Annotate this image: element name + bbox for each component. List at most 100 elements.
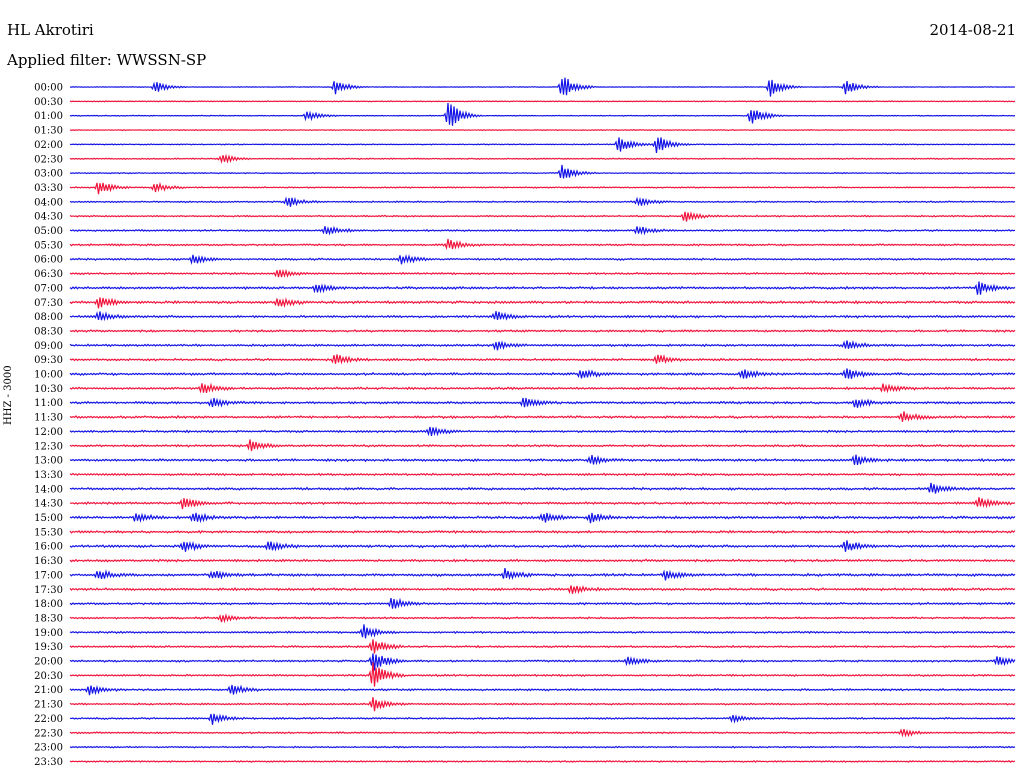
trace-line <box>69 397 1016 409</box>
row-time-label: 13:00 <box>34 456 63 467</box>
trace-line <box>69 567 1016 581</box>
trace-line <box>69 210 1016 222</box>
trace-line <box>69 662 1016 687</box>
trace-line <box>69 340 1016 351</box>
row-time-label: 19:00 <box>34 628 63 639</box>
trace-line <box>69 281 1016 295</box>
row-time-label: 18:00 <box>34 599 63 610</box>
trace-line <box>69 713 1016 725</box>
row-time-label: 11:00 <box>34 398 63 409</box>
row-time-label: 06:00 <box>34 255 63 266</box>
trace-line <box>69 311 1016 322</box>
trace-line <box>69 268 1016 278</box>
trace-line <box>69 597 1016 609</box>
trace-line <box>69 254 1016 266</box>
row-time-label: 01:00 <box>34 111 63 122</box>
trace-line <box>69 624 1016 639</box>
row-time-label: 21:00 <box>34 685 63 696</box>
trace-line <box>69 529 1016 535</box>
trace-line <box>69 512 1016 524</box>
row-time-label: 01:30 <box>34 126 63 137</box>
trace-line <box>69 411 1016 422</box>
trace-line <box>69 558 1016 563</box>
trace-line <box>69 639 1016 654</box>
row-time-label: 10:00 <box>34 370 63 381</box>
filter-label: Applied filter: WWSSN-SP <box>7 51 207 69</box>
trace-line <box>69 613 1016 624</box>
trace-line <box>69 196 1016 207</box>
row-time-label: 08:30 <box>34 326 63 337</box>
trace-line <box>69 382 1016 394</box>
row-time-label: 23:30 <box>34 757 63 768</box>
row-time-label: 14:00 <box>34 484 63 495</box>
trace-line <box>69 728 1016 738</box>
row-time-label: 17:00 <box>34 570 63 581</box>
row-time-label: 11:30 <box>34 413 63 424</box>
trace-line <box>69 297 1016 309</box>
trace-line <box>69 181 1016 195</box>
trace-line <box>69 137 1016 153</box>
row-time-label: 15:30 <box>34 527 63 538</box>
trace-line <box>69 439 1016 452</box>
row-time-label: 00:00 <box>34 83 63 94</box>
row-time-label: 23:00 <box>34 743 63 754</box>
trace-line <box>69 745 1016 749</box>
row-time-label: 16:30 <box>34 556 63 567</box>
row-time-label: 22:00 <box>34 714 63 725</box>
row-time-label: 07:00 <box>34 283 63 294</box>
trace-line <box>69 153 1016 164</box>
row-time-label: 07:30 <box>34 298 63 309</box>
trace-line <box>69 472 1016 477</box>
row-time-label: 09:30 <box>34 355 63 366</box>
trace-line <box>69 585 1016 595</box>
row-time-label: 13:30 <box>34 470 63 481</box>
trace-line <box>69 238 1016 251</box>
row-time-label: 17:30 <box>34 585 63 596</box>
trace-line <box>69 540 1016 552</box>
row-time-label: 22:30 <box>34 728 63 739</box>
row-time-label: 04:30 <box>34 212 63 223</box>
trace-line <box>69 368 1016 379</box>
trace-line <box>69 102 1016 126</box>
row-time-label: 18:30 <box>34 613 63 624</box>
trace-line <box>69 100 1016 103</box>
trace-line <box>69 454 1016 466</box>
trace-line <box>69 697 1016 712</box>
row-time-label: 04:00 <box>34 197 63 208</box>
row-time-label: 20:30 <box>34 671 63 682</box>
row-time-label: 09:00 <box>34 341 63 352</box>
row-time-label: 08:00 <box>34 312 63 323</box>
row-time-label: 05:00 <box>34 226 63 237</box>
row-time-label: 05:30 <box>34 240 63 251</box>
row-time-label: 19:30 <box>34 642 63 653</box>
trace-line <box>69 354 1016 365</box>
trace-line <box>69 329 1016 333</box>
row-time-label: 03:00 <box>34 169 63 180</box>
row-time-label: 15:00 <box>34 513 63 524</box>
row-time-label: 02:00 <box>34 140 63 151</box>
row-time-label: 00:30 <box>34 97 63 108</box>
date-label: 2014-08-21 <box>929 21 1016 39</box>
row-time-label: 16:00 <box>34 542 63 553</box>
trace-line <box>69 225 1016 236</box>
trace-line <box>69 426 1016 437</box>
trace-line <box>69 759 1016 763</box>
row-time-label: 10:30 <box>34 384 63 395</box>
row-time-label: 21:30 <box>34 700 63 711</box>
trace-line <box>69 77 1016 97</box>
row-time-label: 14:30 <box>34 499 63 510</box>
trace-line <box>69 128 1016 132</box>
row-time-label: 20:00 <box>34 657 63 668</box>
trace-line <box>69 164 1016 179</box>
trace-line <box>69 684 1016 696</box>
trace-line <box>69 482 1016 494</box>
row-time-label: 02:30 <box>34 154 63 165</box>
row-time-label: 12:30 <box>34 441 63 452</box>
row-time-label: 06:30 <box>34 269 63 280</box>
row-time-label: 03:30 <box>34 183 63 194</box>
trace-line <box>69 653 1016 671</box>
trace-line <box>69 497 1016 510</box>
station-title: HL Akrotiri <box>7 21 94 39</box>
